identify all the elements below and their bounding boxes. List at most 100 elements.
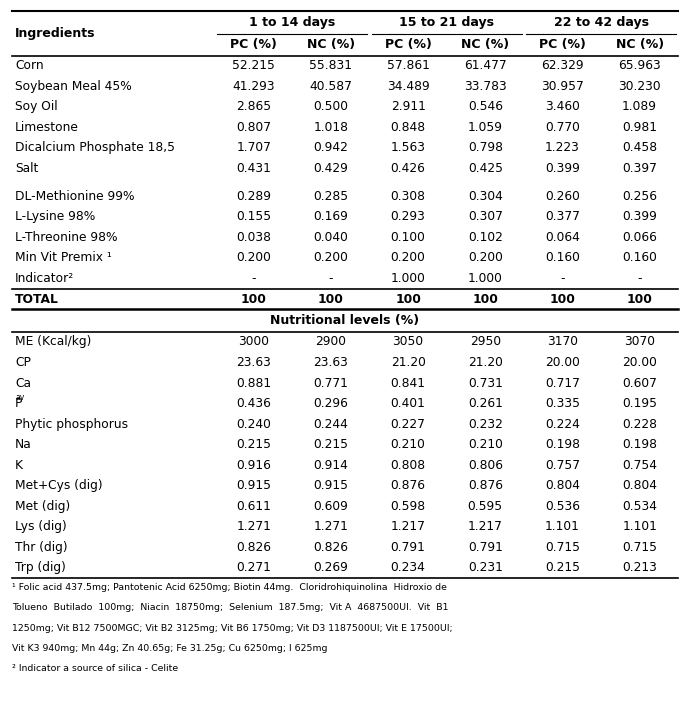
Text: 0.160: 0.160 bbox=[545, 252, 580, 265]
Text: 0.307: 0.307 bbox=[468, 211, 503, 224]
Text: 0.038: 0.038 bbox=[236, 231, 271, 244]
Text: 0.534: 0.534 bbox=[622, 500, 657, 513]
Text: 0.804: 0.804 bbox=[545, 479, 580, 492]
Text: 0.431: 0.431 bbox=[236, 162, 271, 175]
Text: 100: 100 bbox=[241, 293, 267, 306]
Text: 0.399: 0.399 bbox=[622, 211, 657, 224]
Text: 2.865: 2.865 bbox=[236, 100, 271, 113]
Text: 0.536: 0.536 bbox=[545, 500, 580, 513]
Text: 0.228: 0.228 bbox=[622, 417, 657, 430]
Text: 1.101: 1.101 bbox=[545, 521, 580, 534]
Text: 1250mg; Vit B12 7500MGC; Vit B2 3125mg; Vit B6 1750mg; Vit D3 1187500UI; Vit E 1: 1250mg; Vit B12 7500MGC; Vit B2 3125mg; … bbox=[12, 624, 453, 632]
Text: 0.798: 0.798 bbox=[468, 141, 503, 154]
Text: 0.754: 0.754 bbox=[622, 459, 657, 472]
Text: 0.770: 0.770 bbox=[545, 121, 580, 134]
Text: 0.271: 0.271 bbox=[236, 562, 271, 575]
Text: 0.848: 0.848 bbox=[391, 121, 426, 134]
Text: -: - bbox=[560, 272, 565, 285]
Text: 30.957: 30.957 bbox=[541, 80, 584, 93]
Text: 0.198: 0.198 bbox=[622, 438, 657, 451]
Text: Ingredients: Ingredients bbox=[15, 27, 96, 40]
Text: 15 to 21 days: 15 to 21 days bbox=[399, 16, 494, 29]
Text: 0.195: 0.195 bbox=[622, 397, 657, 410]
Text: 40.587: 40.587 bbox=[309, 80, 352, 93]
Text: Soybean Meal 45%: Soybean Meal 45% bbox=[15, 80, 132, 93]
Text: NC (%): NC (%) bbox=[307, 38, 355, 51]
Text: 0.981: 0.981 bbox=[622, 121, 657, 134]
Text: 0.289: 0.289 bbox=[236, 190, 271, 203]
Text: 0.198: 0.198 bbox=[545, 438, 580, 451]
Text: Soy Oil: Soy Oil bbox=[15, 100, 57, 113]
Text: 100: 100 bbox=[473, 293, 498, 306]
Text: 30.230: 30.230 bbox=[618, 80, 661, 93]
Text: 0.609: 0.609 bbox=[313, 500, 348, 513]
Text: Min Vit Premix ¹: Min Vit Premix ¹ bbox=[15, 252, 112, 265]
Text: 0.401: 0.401 bbox=[391, 397, 426, 410]
Text: Limestone: Limestone bbox=[15, 121, 79, 134]
Text: L-Lysine 98%: L-Lysine 98% bbox=[15, 211, 95, 224]
Text: 0.757: 0.757 bbox=[545, 459, 580, 472]
Text: 0.234: 0.234 bbox=[391, 562, 426, 575]
Text: TOTAL: TOTAL bbox=[15, 293, 59, 306]
Text: 0.200: 0.200 bbox=[468, 252, 503, 265]
Text: NC (%): NC (%) bbox=[461, 38, 510, 51]
Text: NC (%): NC (%) bbox=[615, 38, 664, 51]
Text: 20.00: 20.00 bbox=[545, 356, 580, 369]
Text: 61.477: 61.477 bbox=[464, 59, 507, 72]
Text: 0.881: 0.881 bbox=[236, 376, 271, 389]
Text: ME (Kcal/kg): ME (Kcal/kg) bbox=[15, 335, 92, 348]
Text: Met (dig): Met (dig) bbox=[15, 500, 70, 513]
Text: 0.826: 0.826 bbox=[313, 541, 348, 554]
Text: 0.308: 0.308 bbox=[391, 190, 426, 203]
Text: 0.715: 0.715 bbox=[545, 541, 580, 554]
Text: 23.63: 23.63 bbox=[236, 356, 271, 369]
Text: 0.155: 0.155 bbox=[236, 211, 271, 224]
Text: 0.611: 0.611 bbox=[236, 500, 271, 513]
Text: 0.169: 0.169 bbox=[313, 211, 348, 224]
Text: 3170: 3170 bbox=[547, 335, 578, 348]
Text: 2950: 2950 bbox=[470, 335, 501, 348]
Text: 0.224: 0.224 bbox=[545, 417, 580, 430]
Text: 0.595: 0.595 bbox=[468, 500, 503, 513]
Text: 0.791: 0.791 bbox=[391, 541, 426, 554]
Text: 1.563: 1.563 bbox=[391, 141, 426, 154]
Text: 1.089: 1.089 bbox=[622, 100, 657, 113]
Text: 0.293: 0.293 bbox=[391, 211, 426, 224]
Text: Tolueno  Butilado  100mg;  Niacin  18750mg;  Selenium  187.5mg;  Vit A  4687500U: Tolueno Butilado 100mg; Niacin 18750mg; … bbox=[12, 603, 449, 612]
Text: -: - bbox=[637, 272, 642, 285]
Text: 1.059: 1.059 bbox=[468, 121, 503, 134]
Text: 0.040: 0.040 bbox=[313, 231, 348, 244]
Text: 100: 100 bbox=[550, 293, 575, 306]
Text: 0.213: 0.213 bbox=[622, 562, 657, 575]
Text: 0.426: 0.426 bbox=[391, 162, 426, 175]
Text: Thr (dig): Thr (dig) bbox=[15, 541, 68, 554]
Text: 0.546: 0.546 bbox=[468, 100, 503, 113]
Text: 2900: 2900 bbox=[316, 335, 346, 348]
Text: 0.215: 0.215 bbox=[545, 562, 580, 575]
Text: 1.271: 1.271 bbox=[313, 521, 348, 534]
Text: 0.377: 0.377 bbox=[545, 211, 580, 224]
Text: 1.000: 1.000 bbox=[468, 272, 503, 285]
Text: 0.500: 0.500 bbox=[313, 100, 348, 113]
Text: 0.256: 0.256 bbox=[622, 190, 657, 203]
Text: 0.227: 0.227 bbox=[391, 417, 426, 430]
Text: 0.876: 0.876 bbox=[468, 479, 503, 492]
Text: Nutritional levels (%): Nutritional levels (%) bbox=[270, 314, 419, 327]
Text: Lys (dig): Lys (dig) bbox=[15, 521, 67, 534]
Text: 1 to 14 days: 1 to 14 days bbox=[249, 16, 335, 29]
Text: 0.200: 0.200 bbox=[391, 252, 426, 265]
Text: 100: 100 bbox=[627, 293, 652, 306]
Text: 0.804: 0.804 bbox=[622, 479, 657, 492]
Text: 0.876: 0.876 bbox=[391, 479, 426, 492]
Text: 3.460: 3.460 bbox=[545, 100, 580, 113]
Text: 0.806: 0.806 bbox=[468, 459, 503, 472]
Text: 0.771: 0.771 bbox=[313, 376, 348, 389]
Text: 0.296: 0.296 bbox=[313, 397, 348, 410]
Text: 0.914: 0.914 bbox=[313, 459, 348, 472]
Text: 0.260: 0.260 bbox=[545, 190, 580, 203]
Text: 0.458: 0.458 bbox=[622, 141, 657, 154]
Text: 0.436: 0.436 bbox=[236, 397, 271, 410]
Text: 0.607: 0.607 bbox=[622, 376, 657, 389]
Text: 1.101: 1.101 bbox=[622, 521, 657, 534]
Text: 2.911: 2.911 bbox=[391, 100, 426, 113]
